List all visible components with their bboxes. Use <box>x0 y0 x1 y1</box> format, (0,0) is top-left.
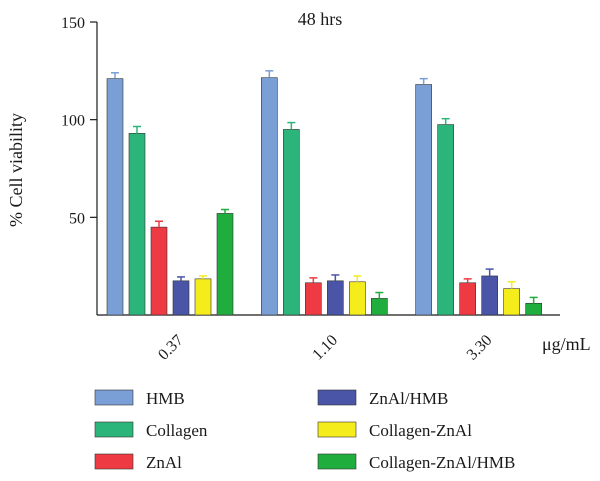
x-tick-label: 1.10 <box>309 332 341 364</box>
y-tick-label: 150 <box>61 15 85 32</box>
bar <box>349 281 366 316</box>
legend-swatch <box>317 453 357 470</box>
x-axis-ticks: 0.37 1.10 3.30 <box>155 332 495 364</box>
legend-swatch <box>317 389 357 406</box>
legend-swatch <box>317 421 357 438</box>
y-tick-label: 50 <box>69 210 85 227</box>
legend-label: ZnAl <box>146 453 182 472</box>
x-tick-label: 3.30 <box>464 332 496 364</box>
legend: HMB Collagen ZnAl ZnAl/HMB Collagen-ZnAl Coll… <box>94 389 515 472</box>
bar <box>283 129 300 316</box>
bars <box>106 70 542 316</box>
chart-title: 48 hrs <box>298 9 343 29</box>
y-axis-ticks: 50 100 150 <box>61 15 97 227</box>
bar <box>106 78 124 316</box>
bar <box>481 275 498 316</box>
bar <box>371 298 388 316</box>
bar <box>437 124 454 316</box>
bar <box>172 280 190 316</box>
x-axis-unit-label: μg/mL <box>542 334 591 354</box>
legend-swatch <box>94 453 134 470</box>
bar <box>261 77 278 316</box>
legend-label: ZnAl/HMB <box>369 389 448 408</box>
legend-swatch <box>94 421 134 438</box>
legend-swatch <box>94 389 134 406</box>
bar <box>525 302 542 316</box>
legend-item: ZnAl/HMB <box>317 389 448 408</box>
y-axis-label: % Cell viability <box>6 113 26 227</box>
legend-label: Collagen <box>146 421 208 440</box>
bar <box>194 278 212 316</box>
bar <box>150 226 168 316</box>
y-tick-label: 100 <box>61 113 85 130</box>
bar <box>327 280 344 316</box>
legend-label: Collagen-ZnAl/HMB <box>369 453 515 472</box>
x-tick-label: 0.37 <box>155 332 187 364</box>
legend-item: ZnAl <box>94 453 182 472</box>
legend-item: Collagen-ZnAl <box>317 421 472 440</box>
bar <box>459 282 476 316</box>
bar <box>128 133 146 316</box>
bar <box>415 84 432 316</box>
legend-item: Collagen-ZnAl/HMB <box>317 453 515 472</box>
bar <box>216 213 234 316</box>
legend-item: Collagen <box>94 421 208 440</box>
legend-item: HMB <box>94 389 185 408</box>
bar <box>503 288 520 316</box>
legend-label: Collagen-ZnAl <box>369 421 472 440</box>
bar <box>305 282 322 316</box>
legend-label: HMB <box>146 389 185 408</box>
